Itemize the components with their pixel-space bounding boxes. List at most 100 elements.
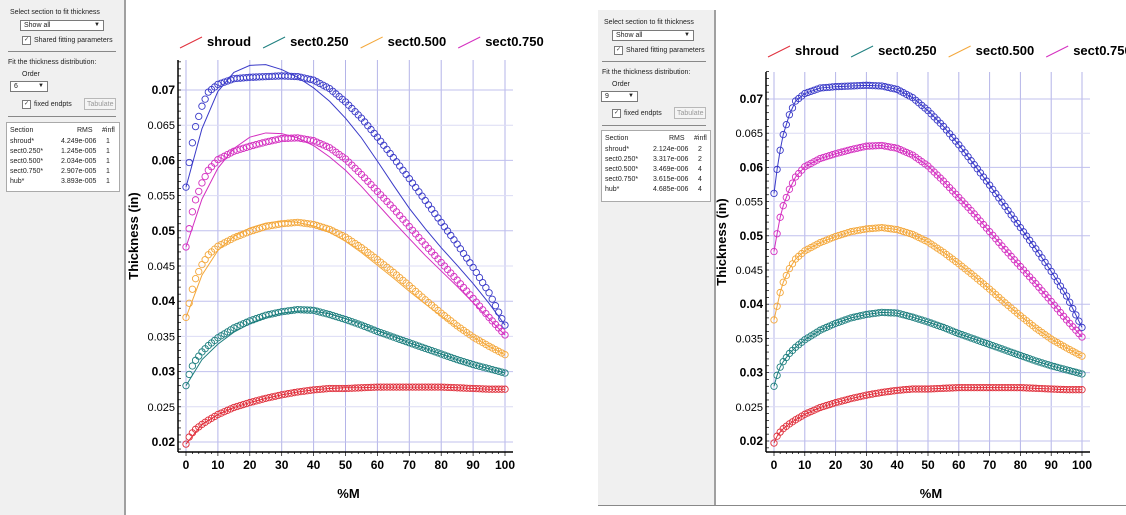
cell-rms: 4.249e-006: [61, 138, 97, 145]
cell-rms: 3.317e-006: [653, 156, 689, 163]
data-point-sect0.250: [345, 316, 353, 325]
data-point-sect0.250: [191, 356, 200, 364]
data-point-sect0.250: [412, 341, 420, 349]
thickness-chart-order6: 0 10 20 30 40 50 60 70 80 90 100 0.02 0.025 0.03 0.035…: [126, 34, 544, 501]
divider: [8, 51, 116, 52]
select-section-label: Select section to fit thickness: [604, 19, 694, 26]
legend-label: sect0.500: [388, 34, 447, 49]
y-tick-label: 0.05: [152, 224, 176, 238]
table-row[interactable]: shroud* 4.249e-006 1: [7, 137, 119, 146]
data-point-hub: [788, 104, 797, 112]
data-point-sect0.750: [309, 137, 318, 145]
data-point-hub: [463, 254, 471, 262]
data-point-hub: [804, 88, 812, 97]
data-point-sect0.250: [230, 324, 238, 332]
data-point-hub: [198, 102, 206, 110]
data-point-sect0.250: [440, 351, 449, 359]
y-tick-label: 0.065: [147, 120, 175, 132]
data-point-sect0.750: [322, 142, 331, 150]
data-point-sect0.250: [182, 382, 190, 390]
data-point-hub: [421, 196, 429, 205]
data-point-sect0.250: [421, 344, 429, 353]
y-axis-label: Thickness (in): [126, 192, 141, 279]
legend-swatch: [262, 36, 286, 49]
data-point-sect0.250: [979, 338, 988, 347]
cell-rms: 2.124e-006: [653, 146, 689, 153]
legend-label: sect0.750: [1073, 43, 1126, 58]
data-point-hub: [191, 122, 200, 131]
table-row[interactable]: hub* 4.685e-006 4: [602, 185, 710, 194]
column-header-infl[interactable]: #infl: [694, 135, 707, 142]
data-point-sect0.500: [770, 316, 778, 324]
data-point-sect0.250: [1019, 352, 1028, 361]
data-point-hub: [424, 201, 433, 209]
data-point-sect0.250: [995, 344, 1003, 352]
fixed-endpts-checkbox[interactable]: ✓ fixed endpts: [22, 100, 72, 109]
data-point-sect0.750: [782, 193, 790, 202]
data-point-hub: [185, 158, 193, 167]
x-tick-label: 20: [243, 458, 257, 472]
data-point-sect0.250: [322, 310, 331, 318]
y-axis-label: Thickness (in): [714, 198, 729, 285]
data-point-sect0.250: [431, 348, 439, 356]
data-point-shroud: [214, 410, 222, 419]
table-row[interactable]: sect0.250* 3.317e-006 2: [602, 155, 710, 164]
column-header-section[interactable]: Section: [10, 127, 34, 134]
shared-params-label: Shared fitting parameters: [626, 47, 705, 55]
table-row[interactable]: sect0.500* 3.469e-006 4: [602, 165, 710, 174]
divider: [602, 61, 706, 62]
data-point-sect0.250: [976, 337, 985, 345]
y-tick-label: 0.025: [147, 402, 175, 414]
y-tick-label: 0.02: [152, 435, 176, 449]
table-row[interactable]: hub* 3.893e-005 1: [7, 177, 119, 186]
data-point-sect0.250: [463, 358, 471, 367]
shared-params-checkbox[interactable]: ✓ Shared fitting parameters: [614, 46, 705, 55]
cell-section: sect0.750*: [10, 168, 44, 175]
cell-infl: 4: [698, 166, 702, 173]
x-tick-label: 60: [952, 458, 966, 472]
data-point-sect0.250: [373, 327, 382, 336]
data-point-shroud: [239, 400, 248, 409]
column-header-rms[interactable]: RMS: [77, 127, 93, 134]
tabulate-button[interactable]: Tabulate: [674, 107, 707, 119]
data-point-hub: [392, 158, 401, 166]
tabulate-button[interactable]: Tabulate: [84, 98, 117, 110]
legend-label: shroud: [795, 43, 839, 58]
section-select[interactable]: Show all ▼: [20, 20, 104, 31]
data-point-sect0.250: [389, 333, 397, 341]
table-row[interactable]: shroud* 2.124e-006 2: [602, 145, 710, 154]
order-select[interactable]: 6 ▼: [10, 81, 48, 92]
data-point-sect0.500: [236, 231, 244, 239]
table-row[interactable]: sect0.500* 2.034e-005 1: [7, 157, 119, 166]
table-row[interactable]: sect0.750* 3.615e-006 4: [602, 175, 710, 184]
column-header-rms[interactable]: RMS: [669, 135, 685, 142]
cell-infl: 1: [106, 168, 110, 175]
data-point-hub: [399, 166, 407, 174]
data-point-sect0.250: [982, 339, 991, 348]
data-point-sect0.500: [239, 230, 248, 238]
legend-swatch: [948, 45, 971, 58]
table-row[interactable]: sect0.250* 1.245e-005 1: [7, 147, 119, 156]
column-header-infl[interactable]: #infl: [102, 127, 115, 134]
fixed-endpts-checkbox[interactable]: ✓ fixed endpts: [612, 109, 662, 118]
x-tick-label: 50: [921, 458, 935, 472]
data-point-hub: [440, 223, 449, 231]
table-row[interactable]: sect0.750* 2.907e-005 1: [7, 167, 119, 176]
section-select[interactable]: Show all ▼: [612, 30, 694, 41]
shared-params-checkbox[interactable]: ✓ Shared fitting parameters: [22, 36, 113, 45]
data-point-hub: [450, 236, 458, 244]
order-select[interactable]: 9 ▼: [601, 91, 638, 102]
x-tick-label: 0: [771, 458, 778, 472]
data-point-sect0.250: [188, 362, 197, 370]
data-point-hub: [1069, 304, 1077, 313]
data-point-hub: [488, 295, 496, 303]
x-axis-label: %M: [337, 486, 359, 501]
data-point-shroud: [501, 385, 509, 393]
column-header-section[interactable]: Section: [605, 135, 629, 142]
data-point-sect0.250: [933, 321, 941, 329]
data-point-sect0.250: [367, 325, 375, 333]
data-point-sect0.250: [1075, 369, 1083, 377]
y-tick-label: 0.04: [152, 294, 176, 308]
cell-rms: 3.469e-006: [653, 166, 689, 173]
x-tick-label: 40: [307, 458, 321, 472]
